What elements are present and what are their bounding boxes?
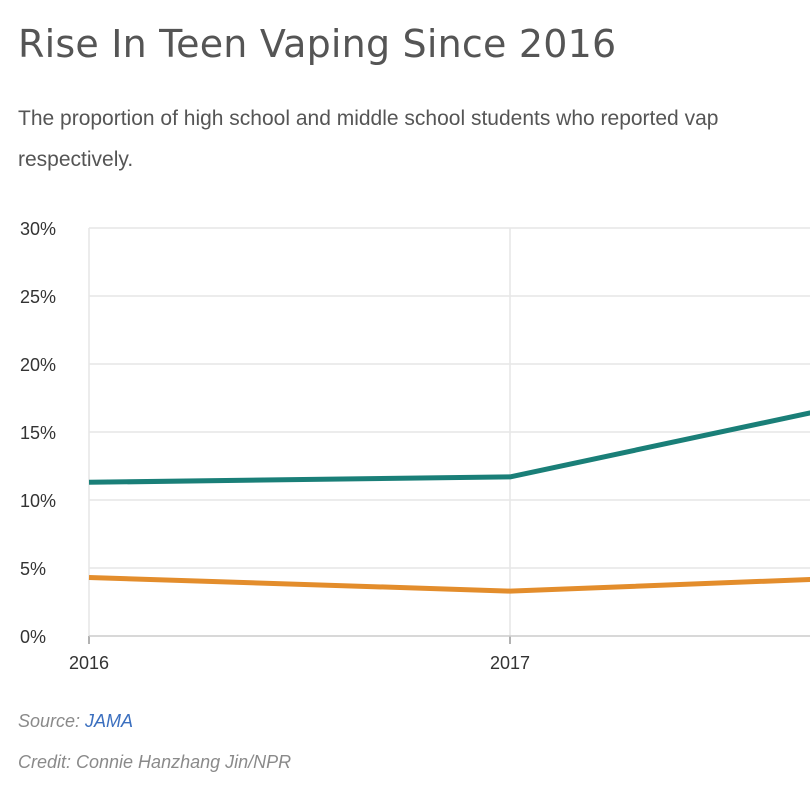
y-tick-label: 30% (20, 219, 56, 239)
chart-grid (88, 227, 810, 636)
source-link-jama[interactable]: JAMA (85, 711, 134, 731)
y-tick-label: 10% (20, 491, 56, 511)
credit-line: Credit: Connie Hanzhang Jin/NPR (18, 752, 292, 772)
chart-title: Rise In Teen Vaping Since 2016 (18, 22, 617, 66)
series-line-1 (88, 410, 810, 485)
y-tick-label: 5% (20, 559, 46, 579)
chart-series (88, 410, 810, 594)
source-label: Source: (18, 711, 86, 731)
y-tick-label: 25% (20, 287, 56, 307)
source-line: Source: JAMA (18, 711, 133, 732)
y-tick-label: 20% (20, 355, 56, 375)
y-tick-label: 15% (20, 423, 56, 443)
chart-subtitle: The proportion of high school and middle… (18, 98, 810, 180)
series-line-2 (88, 575, 810, 594)
chart-axes: 0% 5% 10% 15% 20% 25% 30% 2016 2017 (20, 219, 810, 673)
chart-subtitle-line-1: The proportion of high school and middle… (18, 107, 719, 130)
x-tick-label: 2016 (69, 653, 109, 673)
line-chart: 0% 5% 10% 15% 20% 25% 30% 2016 2017 (20, 219, 810, 673)
x-tick-label: 2017 (490, 653, 530, 673)
y-tick-label: 0% (20, 627, 46, 647)
chart-subtitle-line-2: respectively. (18, 148, 134, 171)
